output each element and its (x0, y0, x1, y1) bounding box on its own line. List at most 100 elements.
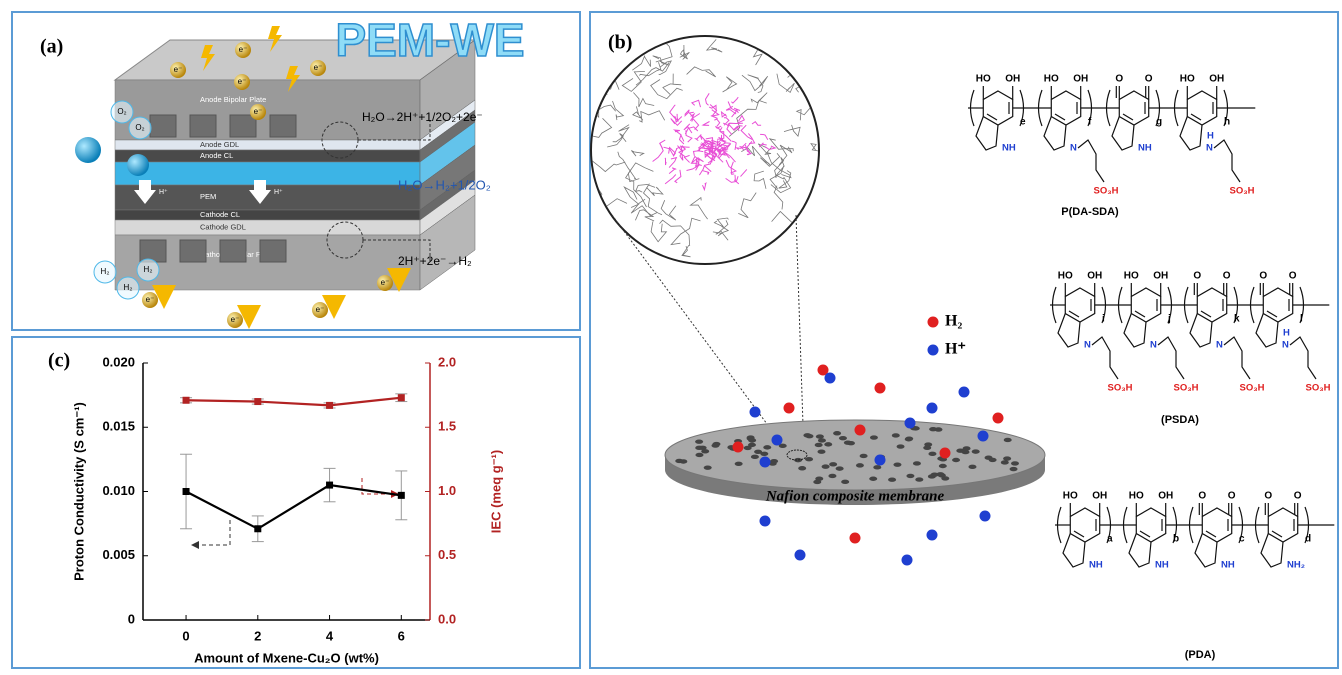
atom-label: HO (1180, 74, 1195, 85)
side-chain (1092, 337, 1118, 379)
electron-label: e⁻ (239, 45, 248, 54)
molecule-dot (940, 448, 951, 459)
membrane-pore (913, 461, 921, 465)
membrane-pore (870, 435, 878, 439)
membrane-pore (704, 465, 712, 469)
panel-label: (a) (40, 36, 63, 58)
membrane-pore (931, 472, 939, 476)
x-axis-title: Amount of Mxene-Cu₂O (wt%) (194, 650, 379, 665)
membrane-pore (860, 454, 868, 458)
membrane-pore (712, 442, 720, 446)
membrane-pore (1001, 460, 1009, 464)
membrane-pore (893, 462, 901, 466)
structure-name: (PSDA) (1161, 414, 1199, 426)
membrane-pore (906, 474, 914, 478)
atom-label: SO₃H (1094, 186, 1119, 197)
atom-label: SO₃H (1174, 383, 1199, 394)
atom-label: O (1193, 271, 1201, 282)
flow-channel (230, 115, 256, 137)
side-chain (1158, 337, 1184, 379)
gas-label: O₂ (135, 123, 144, 132)
data-point (398, 394, 405, 401)
x-tick-label: 4 (326, 628, 334, 643)
structure-name: P(DA-SDA) (1061, 206, 1119, 218)
membrane-pore (744, 446, 752, 450)
molecule-dot (875, 455, 886, 466)
electron-label: e⁻ (316, 305, 325, 314)
reaction: 2H⁺+2e⁻→H₂ (398, 254, 472, 268)
cell-layer (115, 150, 420, 162)
ring-bond (1180, 117, 1202, 151)
molecule-dot (927, 403, 938, 414)
unit-index: j (1167, 314, 1171, 325)
ring-bond (1063, 534, 1085, 568)
y-tick-label: 0.010 (102, 483, 135, 498)
atom-label: N (1206, 143, 1213, 154)
molecule-dot (875, 383, 886, 394)
ring-bond (1136, 508, 1165, 542)
reaction: H₂O→2H⁺+1/2O₂+2e⁻ (362, 110, 483, 124)
ring-bond (1190, 314, 1212, 348)
atom-label: N (1216, 340, 1223, 351)
molecule-dot (902, 555, 913, 566)
proton-label: H⁺ (159, 189, 168, 196)
atom-label: H (1207, 131, 1214, 142)
gas-label: H₂ (124, 283, 133, 292)
membrane-pore (701, 449, 709, 453)
panel-label: (c) (48, 350, 70, 372)
atom-label: SO₃H (1230, 186, 1255, 197)
data-point (183, 488, 190, 495)
membrane-pore (1004, 438, 1012, 442)
gas-label: H₂ (144, 265, 153, 274)
membrane-pore (751, 455, 759, 459)
ring-bond (1256, 314, 1278, 348)
membrane-pore (833, 431, 841, 435)
unit-index: c (1239, 534, 1245, 545)
membrane-pore (972, 449, 980, 453)
atom-label: H (1283, 328, 1290, 339)
unit-index: l (1300, 314, 1303, 325)
structure-name: (PDA) (1185, 649, 1216, 661)
membrane-pore (928, 452, 936, 456)
layer-label: Cathode GDL (200, 222, 246, 231)
ring-bond (1124, 314, 1146, 348)
y-axis-title: Proton Conductivity (S cm⁻¹) (71, 402, 86, 581)
membrane-pore (763, 445, 771, 449)
gas-label: O₂ (117, 107, 126, 116)
membrane-pore (679, 459, 687, 463)
proton-label: H⁺ (274, 189, 283, 196)
membrane-pore (924, 442, 932, 446)
atom-label: O (1294, 491, 1302, 502)
atom-label: NH₂ (1287, 560, 1305, 571)
membrane-pore (929, 427, 937, 431)
membrane-pore (905, 437, 913, 441)
unit-index: e (1020, 117, 1026, 128)
unit-index: f (1088, 117, 1092, 128)
data-point (254, 525, 261, 532)
molecule-dot (928, 317, 939, 328)
membrane-pore (888, 478, 896, 482)
molecule-dot (784, 403, 795, 414)
atom-label: NH (1002, 143, 1016, 154)
membrane-pore (803, 433, 811, 437)
y2-tick-label: 0.0 (438, 611, 456, 626)
molecule-dot (795, 550, 806, 561)
molecule-dot (760, 516, 771, 527)
atom-label: OH (1073, 74, 1088, 85)
membrane-pore (1011, 461, 1019, 465)
atom-label: HO (1063, 491, 1078, 502)
electron-label: e⁻ (231, 315, 240, 324)
membrane-pore (818, 438, 826, 442)
atom-label: O (1264, 491, 1272, 502)
layer-label: Anode CL (200, 151, 233, 160)
atom-label: HO (1124, 271, 1139, 282)
ring-bond (1119, 91, 1148, 125)
y2-tick-label: 0.5 (438, 547, 456, 562)
membrane-pore (841, 480, 849, 484)
zoom-line (796, 215, 804, 455)
electron-label: e⁻ (146, 295, 155, 304)
atom-label: OH (1158, 491, 1173, 502)
atom-label: N (1282, 340, 1289, 351)
ring-bond (1044, 117, 1066, 151)
ring-bond (1070, 508, 1099, 542)
